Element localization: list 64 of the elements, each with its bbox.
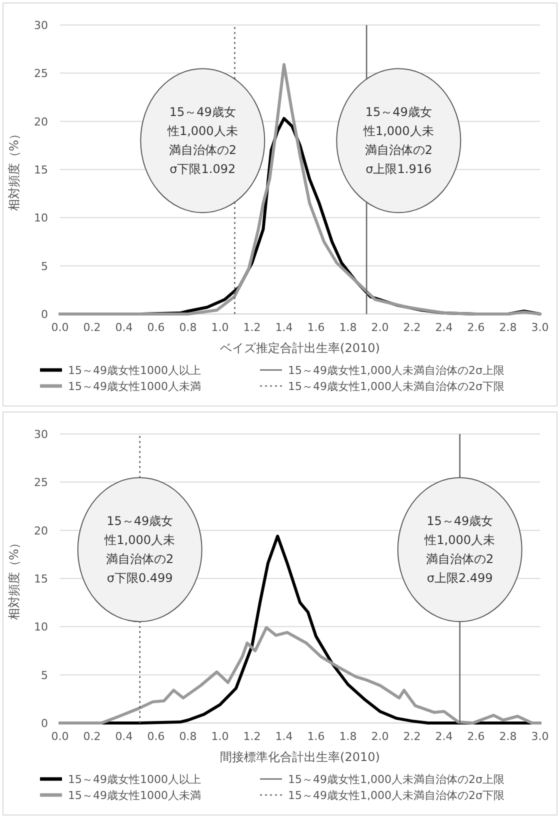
x-tick-label: 2.4 [435, 321, 453, 334]
legend-label: 15～49歳女性1,000人未満自治体の2σ下限 [288, 789, 504, 802]
legend-label: 15～49歳女性1000人未満 [68, 789, 201, 802]
legend-label: 15～49歳女性1000人未満 [68, 380, 201, 393]
x-tick-label: 0.4 [115, 321, 133, 334]
y-tick-label: 30 [34, 428, 48, 441]
x-tick-label: 1.0 [211, 730, 229, 743]
y-tick-label: 15 [34, 572, 48, 586]
x-axis-title: ベイズ推定合計出生率(2010) [220, 341, 380, 355]
y-tick-label: 25 [34, 476, 48, 490]
x-tick-label: 0.4 [115, 730, 133, 743]
x-tick-label: 3.0 [531, 730, 549, 743]
x-tick-label: 2.8 [499, 321, 517, 334]
x-tick-label: 0.2 [83, 730, 101, 743]
y-tick-label: 15 [34, 164, 48, 176]
x-tick-label: 0.8 [179, 730, 197, 743]
x-tick-label: 0.6 [147, 321, 165, 334]
y-tick-label: 0 [41, 717, 48, 730]
x-tick-label: 2.2 [403, 730, 421, 743]
x-tick-label: 0.0 [51, 321, 69, 334]
x-tick-label: 2.8 [499, 730, 517, 743]
y-tick-label: 5 [41, 668, 48, 682]
legend-label: 15～49歳女性1000人以上 [68, 364, 201, 377]
x-tick-label: 0.2 [83, 321, 101, 334]
x-tick-label: 1.6 [307, 321, 325, 334]
x-tick-label: 1.8 [339, 730, 357, 743]
y-tick-label: 10 [34, 212, 48, 225]
legend-label: 15～49歳女性1,000人未満自治体の2σ上限 [288, 773, 504, 786]
x-tick-label: 2.0 [371, 730, 389, 743]
x-tick-label: 1.2 [243, 730, 261, 743]
x-axis-title: 間接標準化合計出生率(2010) [220, 750, 380, 764]
y-tick-label: 10 [34, 620, 48, 634]
y-tick-label: 25 [34, 67, 48, 80]
x-tick-label: 1.2 [243, 321, 261, 334]
y-tick-label: 20 [34, 115, 48, 128]
annotation: 15～49歳女性1,000人未満自治体の2σ下限1.092 [166, 105, 238, 176]
x-tick-label: 2.0 [371, 321, 389, 334]
x-tick-label: 0.6 [147, 730, 165, 743]
x-tick-label: 1.4 [275, 321, 293, 334]
annotation: 15～49歳女性1,000人未満自治体の2σ上限1.916 [362, 105, 434, 176]
line-series [58, 626, 542, 724]
x-tick-label: 1.6 [307, 730, 325, 743]
y-tick-label: 5 [41, 260, 48, 273]
x-tick-label: 1.0 [211, 321, 229, 334]
legend-label: 15～49歳女性1,000人未満自治体の2σ上限 [288, 364, 504, 377]
y-tick-label: 30 [34, 19, 48, 32]
line-series [58, 63, 542, 316]
x-tick-label: 0.0 [51, 730, 69, 743]
annotation: 15～49歳女性1,000人未満自治体の2σ上限2.499 [424, 514, 496, 586]
y-axis-title: 相対頻度（%） [7, 536, 21, 620]
x-tick-label: 3.0 [531, 321, 549, 334]
x-tick-label: 2.2 [403, 321, 421, 334]
x-tick-label: 2.6 [467, 321, 485, 334]
y-tick-label: 0 [41, 308, 48, 321]
y-tick-label: 20 [34, 524, 48, 538]
annotation: 15～49歳女性1,000人未満自治体の2σ下限0.499 [104, 514, 176, 586]
y-axis-title: 相対頻度（%） [7, 128, 21, 212]
x-tick-label: 2.4 [435, 730, 453, 743]
legend-label: 15～49歳女性1,000人未満自治体の2σ下限 [288, 380, 504, 393]
x-tick-label: 0.8 [179, 321, 197, 334]
legend-label: 15～49歳女性1000人以上 [68, 773, 201, 786]
x-tick-label: 1.8 [339, 321, 357, 334]
x-tick-label: 1.4 [275, 730, 293, 743]
x-tick-label: 2.6 [467, 730, 485, 743]
